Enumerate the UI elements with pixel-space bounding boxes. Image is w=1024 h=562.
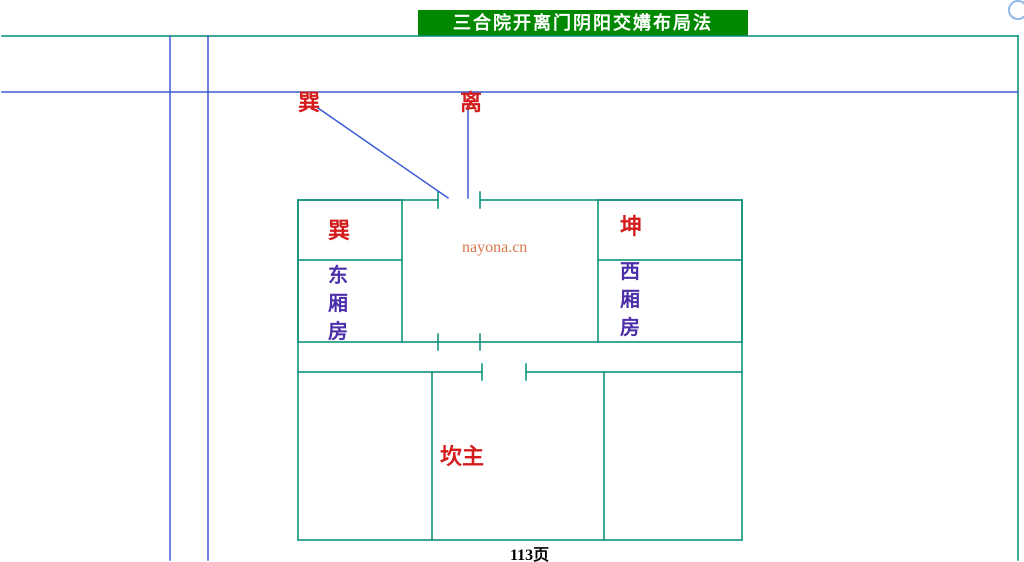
label-east_wing-2: 房 [328, 319, 348, 343]
label-kun_right: 坤 [620, 214, 642, 239]
label-west_wing-0: 西 [620, 261, 640, 283]
label-west_wing-1: 厢 [620, 289, 640, 311]
label-xun_left: 巽 [328, 218, 350, 243]
label-kan_main: 坎主 [440, 444, 484, 469]
label-li_top: 离 [460, 90, 482, 115]
label-xun_top: 巽 [298, 90, 320, 115]
label-east_wing-1: 厢 [328, 293, 348, 315]
label-east_wing-0: 东 [328, 263, 348, 287]
label-watermark: nayona.cn [462, 239, 527, 256]
label-west_wing-2: 房 [620, 315, 640, 339]
label-page_no: 113页 [510, 546, 549, 562]
diagram-svg: 三合院开离门阴阳交媾布局法巽离巽坤东厢房西厢房坎主nayona.cn113页 [0, 0, 1024, 562]
corner-marker [1009, 1, 1024, 19]
page-title: 三合院开离门阴阳交媾布局法 [453, 12, 713, 33]
